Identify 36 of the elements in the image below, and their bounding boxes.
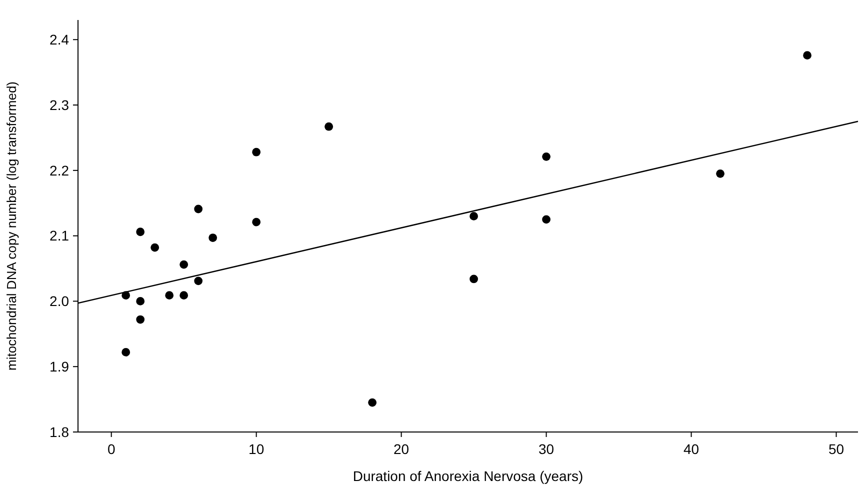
point [542,215,550,224]
point [803,51,812,60]
point [194,204,203,214]
point [324,122,334,131]
x-tick-label: 10 [248,441,264,457]
y-tick-label: 2.3 [50,96,70,113]
point [180,291,188,300]
point [368,398,377,407]
y-tick-label: 2.1 [50,228,70,244]
x-tick-label: 30 [538,441,554,457]
x-tick-label: 50 [828,441,844,457]
point [542,152,550,161]
point [136,228,145,236]
point [252,218,261,226]
point [180,260,188,269]
x-axis-title: Duration of Anorexia Nervosa (years) [352,468,584,484]
point [136,297,145,306]
point [716,169,724,178]
x-tick-label: 20 [394,441,410,457]
point [208,234,218,242]
point [470,274,478,284]
y-axis-title: mitochondrial DNA copy number (log transformed) [4,81,19,371]
y-tick-label: 1.9 [50,358,70,375]
y-tick-label: 2.4 [50,32,70,48]
point [252,148,261,156]
point [150,243,160,252]
point [122,348,130,356]
x-tick-label: 0 [107,441,116,457]
x-tick-label: 40 [683,441,700,457]
point [165,291,174,300]
y-tick-label: 2.0 [50,293,70,310]
y-tick-label: 2.2 [50,162,70,178]
point [470,212,478,220]
y-tick-label: 1.8 [50,424,70,440]
point [194,276,203,286]
point [136,315,145,324]
